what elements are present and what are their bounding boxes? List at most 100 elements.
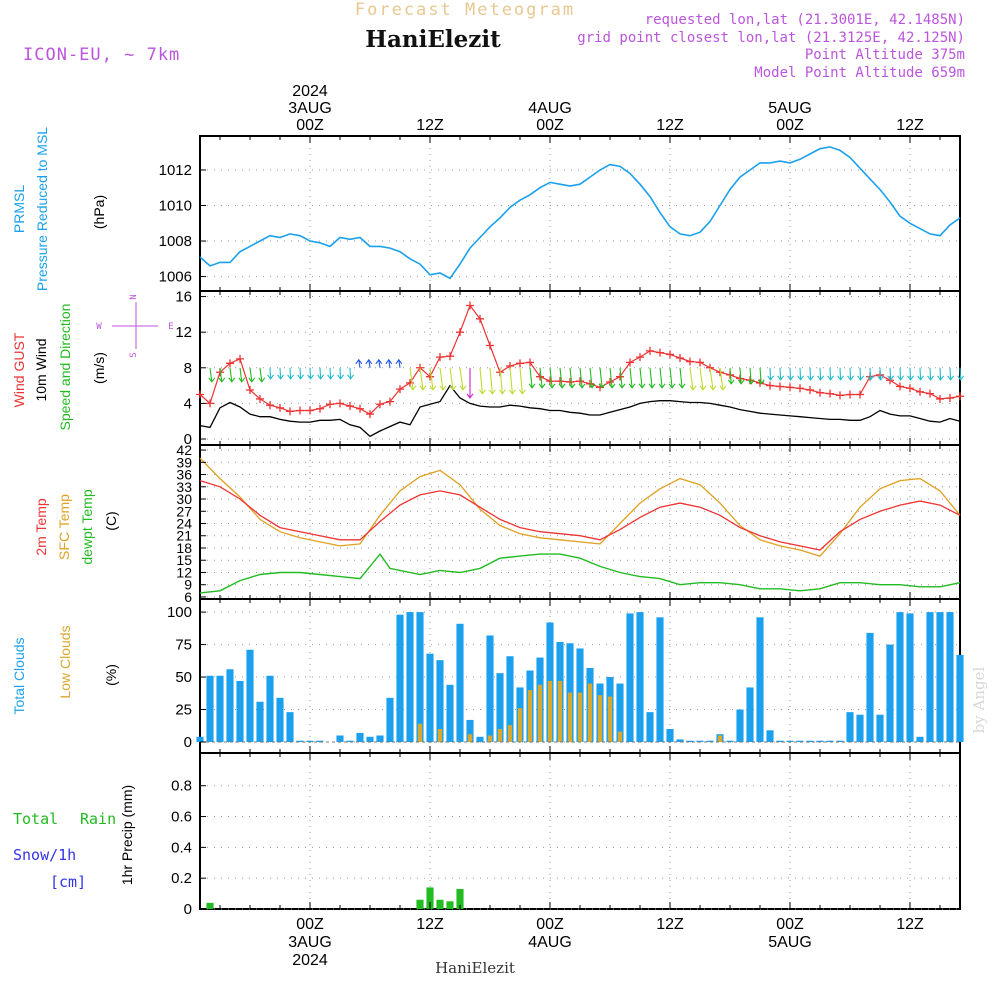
wind-direction-arrow [419, 367, 424, 390]
wind-direction-arrow [699, 367, 704, 390]
gust-marker [766, 381, 774, 390]
gust-marker [246, 386, 254, 395]
gust-marker [296, 406, 304, 415]
prmsl-sublabel: Pressure Reduced to MSL [34, 127, 50, 291]
y-tick-label: 36 [176, 467, 192, 483]
gust-marker [526, 358, 534, 367]
wind-arrow-head [317, 374, 325, 380]
total-cloud-bar [616, 683, 624, 742]
total-cloud-bar [676, 739, 684, 742]
wind-direction-arrow [249, 367, 253, 382]
wind-arrow-head [837, 375, 845, 381]
compass-e: E [168, 322, 173, 332]
dewpt-line [199, 552, 961, 594]
location-title: HaniElezit [365, 26, 501, 53]
low-cloud-bar [617, 731, 623, 742]
wind-direction-arrow [769, 367, 772, 380]
panel-frame-4 [199, 752, 961, 910]
y-tick-label: 27 [176, 503, 192, 519]
temp-unit: (C) [103, 511, 119, 530]
wind-arrow-head [787, 375, 795, 381]
total-cloud-bar [196, 736, 204, 742]
gust-marker [626, 358, 634, 367]
gust-marker [836, 391, 844, 400]
gust-marker [306, 406, 314, 415]
wind-arrow-head [638, 383, 646, 389]
wind-arrow-head [385, 358, 393, 365]
wind-direction-arrow [849, 367, 852, 380]
total-cloud-bar [236, 680, 244, 742]
wind-direction-arrow [358, 359, 361, 368]
y-tick-label: 18 [176, 540, 192, 556]
wind-arrow-head [767, 375, 775, 381]
wind-direction-arrow [269, 367, 272, 379]
wind-arrow-head [887, 375, 895, 381]
grid-point-coords: grid point closest lon,lat (21.3125E, 42… [577, 30, 965, 46]
requested-coords: requested lon,lat (21.3001E, 42.1485N) [645, 12, 965, 28]
total-cloud-bar [926, 612, 934, 742]
t2m-line [199, 479, 961, 551]
total-cloud-bar [466, 719, 474, 742]
wind-direction-arrow [839, 367, 842, 380]
wind-arrow-head [498, 389, 506, 395]
wind-unit: (m/s) [91, 352, 107, 384]
y-tick-label: 15 [176, 552, 192, 568]
wind-arrow-head [658, 383, 666, 389]
prmsl-label: PRMSL [11, 185, 27, 233]
top-time-label: 12Z [896, 117, 924, 134]
total-cloud-bar [426, 653, 434, 742]
total-cloud-bar [906, 613, 914, 742]
wind-direction-arrow [489, 367, 493, 394]
wind-arrow-head [618, 383, 626, 389]
wind-arrow-head [439, 385, 447, 391]
wind-direction-arrow [799, 367, 802, 380]
wind-arrow-head [797, 375, 805, 381]
gust-marker [616, 372, 624, 381]
gust-marker [426, 372, 434, 381]
wind-arrow-head [228, 377, 236, 383]
total-cloud-bar [896, 612, 904, 742]
wind-direction-arrow [739, 367, 742, 384]
total-cloud-bar [826, 740, 834, 742]
gust-line [199, 304, 961, 415]
wind-arrow-head [578, 383, 586, 389]
gust-marker [696, 358, 704, 367]
y-tick-label: 12 [176, 564, 192, 580]
total-cloud-bar [496, 673, 504, 742]
wind-arrow-head [709, 385, 717, 391]
total-cloud-bar [656, 617, 664, 742]
wind-arrow-head [287, 374, 295, 380]
wind-arrow-head [297, 374, 305, 380]
wind-direction-arrow [388, 359, 391, 368]
wind-direction-arrow [339, 367, 342, 379]
total-cloud-bar [276, 697, 284, 742]
wind-direction-arrow [549, 367, 553, 388]
wind-direction-arrow [619, 367, 623, 388]
wind-direction-arrow [499, 367, 503, 394]
wind-direction-arrow [219, 367, 223, 382]
wind-direction-arrow [609, 367, 613, 388]
wind-direction-arrow [279, 367, 282, 379]
total-cloud-bar [356, 732, 364, 742]
wind-arrow-head [466, 393, 474, 399]
wind-direction-arrow [398, 359, 401, 368]
wind-arrow-head [807, 375, 815, 381]
top-time-label: 2024 [292, 83, 328, 100]
gust-marker [926, 389, 934, 398]
total-cloud-bar [916, 736, 924, 742]
wind-labels: Wind GUST 10m Wind Speed and Direction (… [11, 304, 107, 431]
total-cloud-bar [296, 740, 304, 742]
wind-direction-arrow [659, 367, 663, 388]
wind-arrow-head [307, 374, 315, 380]
total-cloud-bar [446, 684, 454, 742]
total-cloud-bar [646, 712, 654, 742]
top-time-label: 00Z [536, 117, 564, 134]
gust-marker [196, 390, 204, 399]
total-cloud-bar [486, 635, 494, 742]
wind-arrow-head [757, 379, 765, 385]
gust-marker [936, 394, 944, 403]
y-tick-label: 12 [175, 324, 192, 341]
low-cloud-bar [717, 735, 723, 742]
